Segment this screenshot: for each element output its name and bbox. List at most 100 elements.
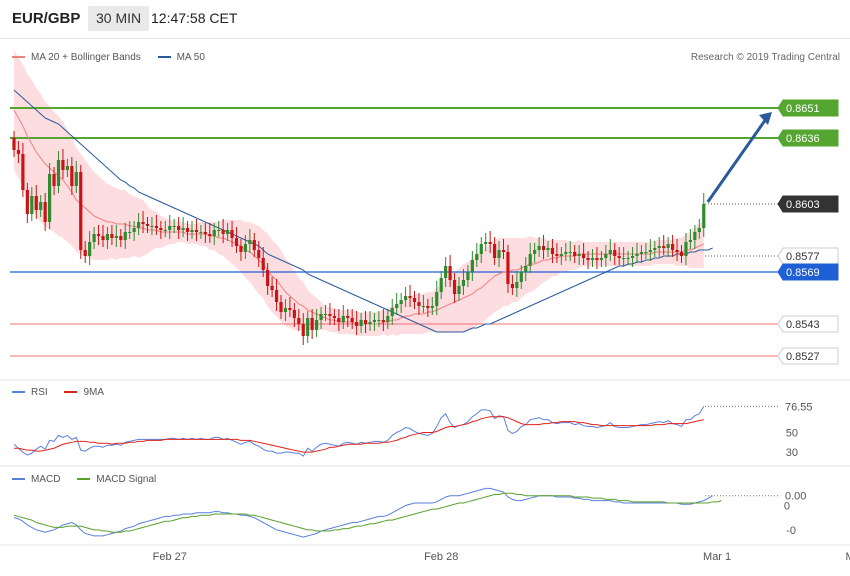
candle bbox=[21, 154, 25, 190]
candle bbox=[25, 190, 29, 214]
candle bbox=[488, 242, 492, 244]
candle bbox=[190, 230, 194, 232]
candle bbox=[141, 222, 145, 224]
candle bbox=[239, 246, 243, 252]
rsi-tick-label: 50 bbox=[786, 427, 798, 439]
candle bbox=[653, 248, 657, 250]
legend-9ma: 9MA bbox=[64, 387, 104, 398]
candle bbox=[283, 308, 288, 312]
price-label-0.8577: 0.8577 bbox=[777, 247, 839, 265]
forecast-arrow-head bbox=[759, 112, 772, 125]
candle bbox=[390, 308, 394, 316]
candle bbox=[252, 240, 256, 250]
candle bbox=[479, 244, 483, 254]
candle bbox=[163, 230, 167, 231]
price-label-box bbox=[777, 263, 839, 281]
candle bbox=[395, 304, 399, 308]
candle bbox=[261, 258, 265, 270]
candle bbox=[288, 308, 292, 310]
candle bbox=[61, 160, 65, 170]
rsi-ma-line bbox=[14, 416, 704, 453]
candle bbox=[657, 246, 661, 248]
candle bbox=[83, 250, 87, 256]
candle bbox=[181, 228, 185, 230]
ma20-line bbox=[13, 109, 704, 325]
candle bbox=[577, 254, 581, 256]
candle bbox=[70, 166, 74, 186]
candle bbox=[350, 318, 354, 322]
candle bbox=[573, 252, 577, 256]
x-axis-label: Feb 27 bbox=[153, 551, 187, 563]
candle bbox=[582, 254, 586, 258]
candle bbox=[537, 246, 541, 250]
candle bbox=[114, 236, 118, 238]
candle bbox=[461, 280, 466, 286]
legend-rsi-swatch bbox=[12, 391, 25, 394]
candle bbox=[266, 270, 270, 286]
candle bbox=[501, 250, 506, 252]
candle bbox=[159, 228, 163, 230]
candle bbox=[466, 272, 470, 280]
candle bbox=[702, 204, 706, 228]
candle bbox=[310, 318, 314, 330]
interval-button[interactable]: 30 MIN bbox=[88, 6, 150, 31]
legend-rsi-label: RSI bbox=[31, 387, 48, 398]
rsi-line bbox=[13, 406, 705, 457]
macd-line bbox=[13, 487, 713, 538]
candle bbox=[648, 250, 652, 252]
x-axis-label: Feb 28 bbox=[424, 551, 458, 563]
candle bbox=[372, 320, 377, 322]
candle bbox=[110, 234, 114, 238]
main-legend: MA 20 + Bollinger Bands MA 50 bbox=[12, 52, 219, 63]
candle bbox=[684, 242, 688, 256]
legend-macd: MACD bbox=[12, 474, 60, 485]
symbol-title: EUR/GBP bbox=[12, 10, 81, 27]
candle bbox=[341, 316, 345, 322]
candle bbox=[79, 172, 83, 250]
candle bbox=[297, 318, 301, 324]
price-label-text: 0.8636 bbox=[786, 133, 820, 145]
rsi-legend: RSI 9MA bbox=[12, 387, 118, 398]
candle bbox=[564, 252, 568, 254]
price-label-box bbox=[777, 315, 839, 333]
candle bbox=[150, 226, 154, 227]
candle bbox=[417, 302, 421, 306]
candle bbox=[399, 300, 403, 304]
x-axis-label: Mar 1 bbox=[703, 551, 731, 563]
candle bbox=[96, 234, 101, 236]
candle bbox=[119, 236, 123, 240]
candle bbox=[274, 290, 279, 302]
candle bbox=[368, 322, 372, 324]
candle bbox=[306, 318, 310, 336]
candle bbox=[56, 160, 61, 186]
candle bbox=[226, 230, 230, 234]
candle bbox=[604, 254, 608, 258]
candle bbox=[199, 232, 203, 233]
candle bbox=[662, 246, 666, 248]
candle bbox=[630, 256, 635, 258]
legend-ma20-swatch bbox=[12, 56, 25, 59]
candle bbox=[675, 250, 679, 252]
candle bbox=[439, 278, 443, 292]
legend-rsi: RSI bbox=[12, 387, 48, 398]
candle bbox=[234, 238, 239, 246]
candle bbox=[52, 174, 56, 186]
price-label-0.8543: 0.8543 bbox=[777, 315, 839, 333]
price-label-box bbox=[777, 195, 839, 213]
candle bbox=[363, 320, 368, 324]
candle bbox=[105, 234, 110, 240]
rsi-tick-label: 30 bbox=[786, 447, 798, 459]
price-label-0.8603: 0.8603 bbox=[777, 195, 839, 213]
candle bbox=[292, 310, 296, 318]
candle bbox=[248, 240, 252, 244]
candle bbox=[128, 232, 132, 233]
candle bbox=[359, 320, 363, 326]
candle bbox=[644, 252, 648, 253]
price-label-box bbox=[777, 129, 839, 147]
candle bbox=[92, 234, 96, 242]
candle bbox=[626, 258, 630, 259]
candle bbox=[315, 320, 319, 330]
price-label-text: 0.8527 bbox=[786, 351, 820, 363]
price-label-text: 0.8651 bbox=[786, 103, 820, 115]
candle bbox=[279, 302, 283, 312]
